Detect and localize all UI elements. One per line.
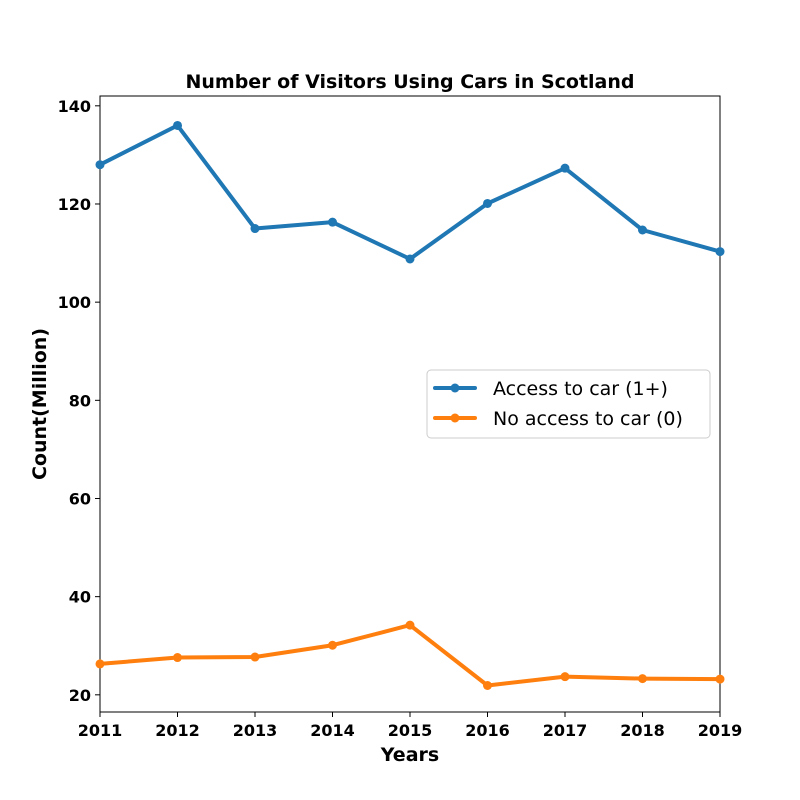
data-point-s2-2012 <box>173 653 182 663</box>
data-point-s2-2013 <box>250 652 260 662</box>
data-point-s2-2016 <box>483 680 492 690</box>
data-point-s1-2018 <box>638 225 647 235</box>
x-tick-label-2011: 2011 <box>78 721 123 740</box>
y-tick-label-100: 100 <box>58 293 91 312</box>
legend-box <box>426 369 711 439</box>
x-tick-label-2012: 2012 <box>155 721 200 740</box>
data-point-s2-2018 <box>638 674 647 684</box>
y-tick-label-140: 140 <box>58 97 91 116</box>
x-tick-label-2016: 2016 <box>465 721 510 740</box>
legend-label-1: Access to car (1+) <box>493 378 668 400</box>
legend: Access to car (1+) No access to car (0) <box>426 369 711 439</box>
y-tick-label-40: 40 <box>69 588 91 607</box>
data-point-s1-2017 <box>560 163 570 173</box>
x-tick-label-2013: 2013 <box>233 721 278 740</box>
data-point-s2-2014 <box>328 640 337 650</box>
data-point-s2-2011 <box>95 659 105 669</box>
x-tick-label-2014: 2014 <box>310 721 355 740</box>
y-axis-label: Count(Million) <box>29 328 51 480</box>
y-tick-label-80: 80 <box>69 391 91 410</box>
data-point-s1-2013 <box>250 224 260 234</box>
x-tick-label-2019: 2019 <box>698 721 743 740</box>
y-tick-label-20: 20 <box>69 686 91 705</box>
data-point-s1-2019 <box>715 247 725 257</box>
plot-area: 2011 2012 2013 2014 2015 2016 2017 2018 2019 20 40… <box>58 95 743 740</box>
data-point-s2-2019 <box>715 674 725 684</box>
legend-label-2: No access to car (0) <box>493 408 683 430</box>
data-point-s2-2015 <box>405 620 415 630</box>
data-point-s1-2011 <box>95 160 105 170</box>
x-tick-label-2015: 2015 <box>388 721 433 740</box>
y-tick-label-120: 120 <box>58 195 91 214</box>
data-point-s1-2012 <box>173 120 182 130</box>
data-point-s1-2016 <box>483 198 492 208</box>
y-tick-label-60: 60 <box>69 489 91 508</box>
legend-marker-1 <box>450 383 460 393</box>
data-point-s1-2015 <box>405 254 415 264</box>
x-tick-label-2018: 2018 <box>620 721 665 740</box>
chart-title: Number of Visitors Using Cars in Scotlan… <box>185 71 634 93</box>
data-point-s2-2017 <box>560 672 570 682</box>
legend-marker-2 <box>450 413 460 423</box>
data-point-s1-2014 <box>328 217 337 227</box>
x-tick-label-2017: 2017 <box>543 721 588 740</box>
x-axis-label: Years <box>380 744 439 766</box>
